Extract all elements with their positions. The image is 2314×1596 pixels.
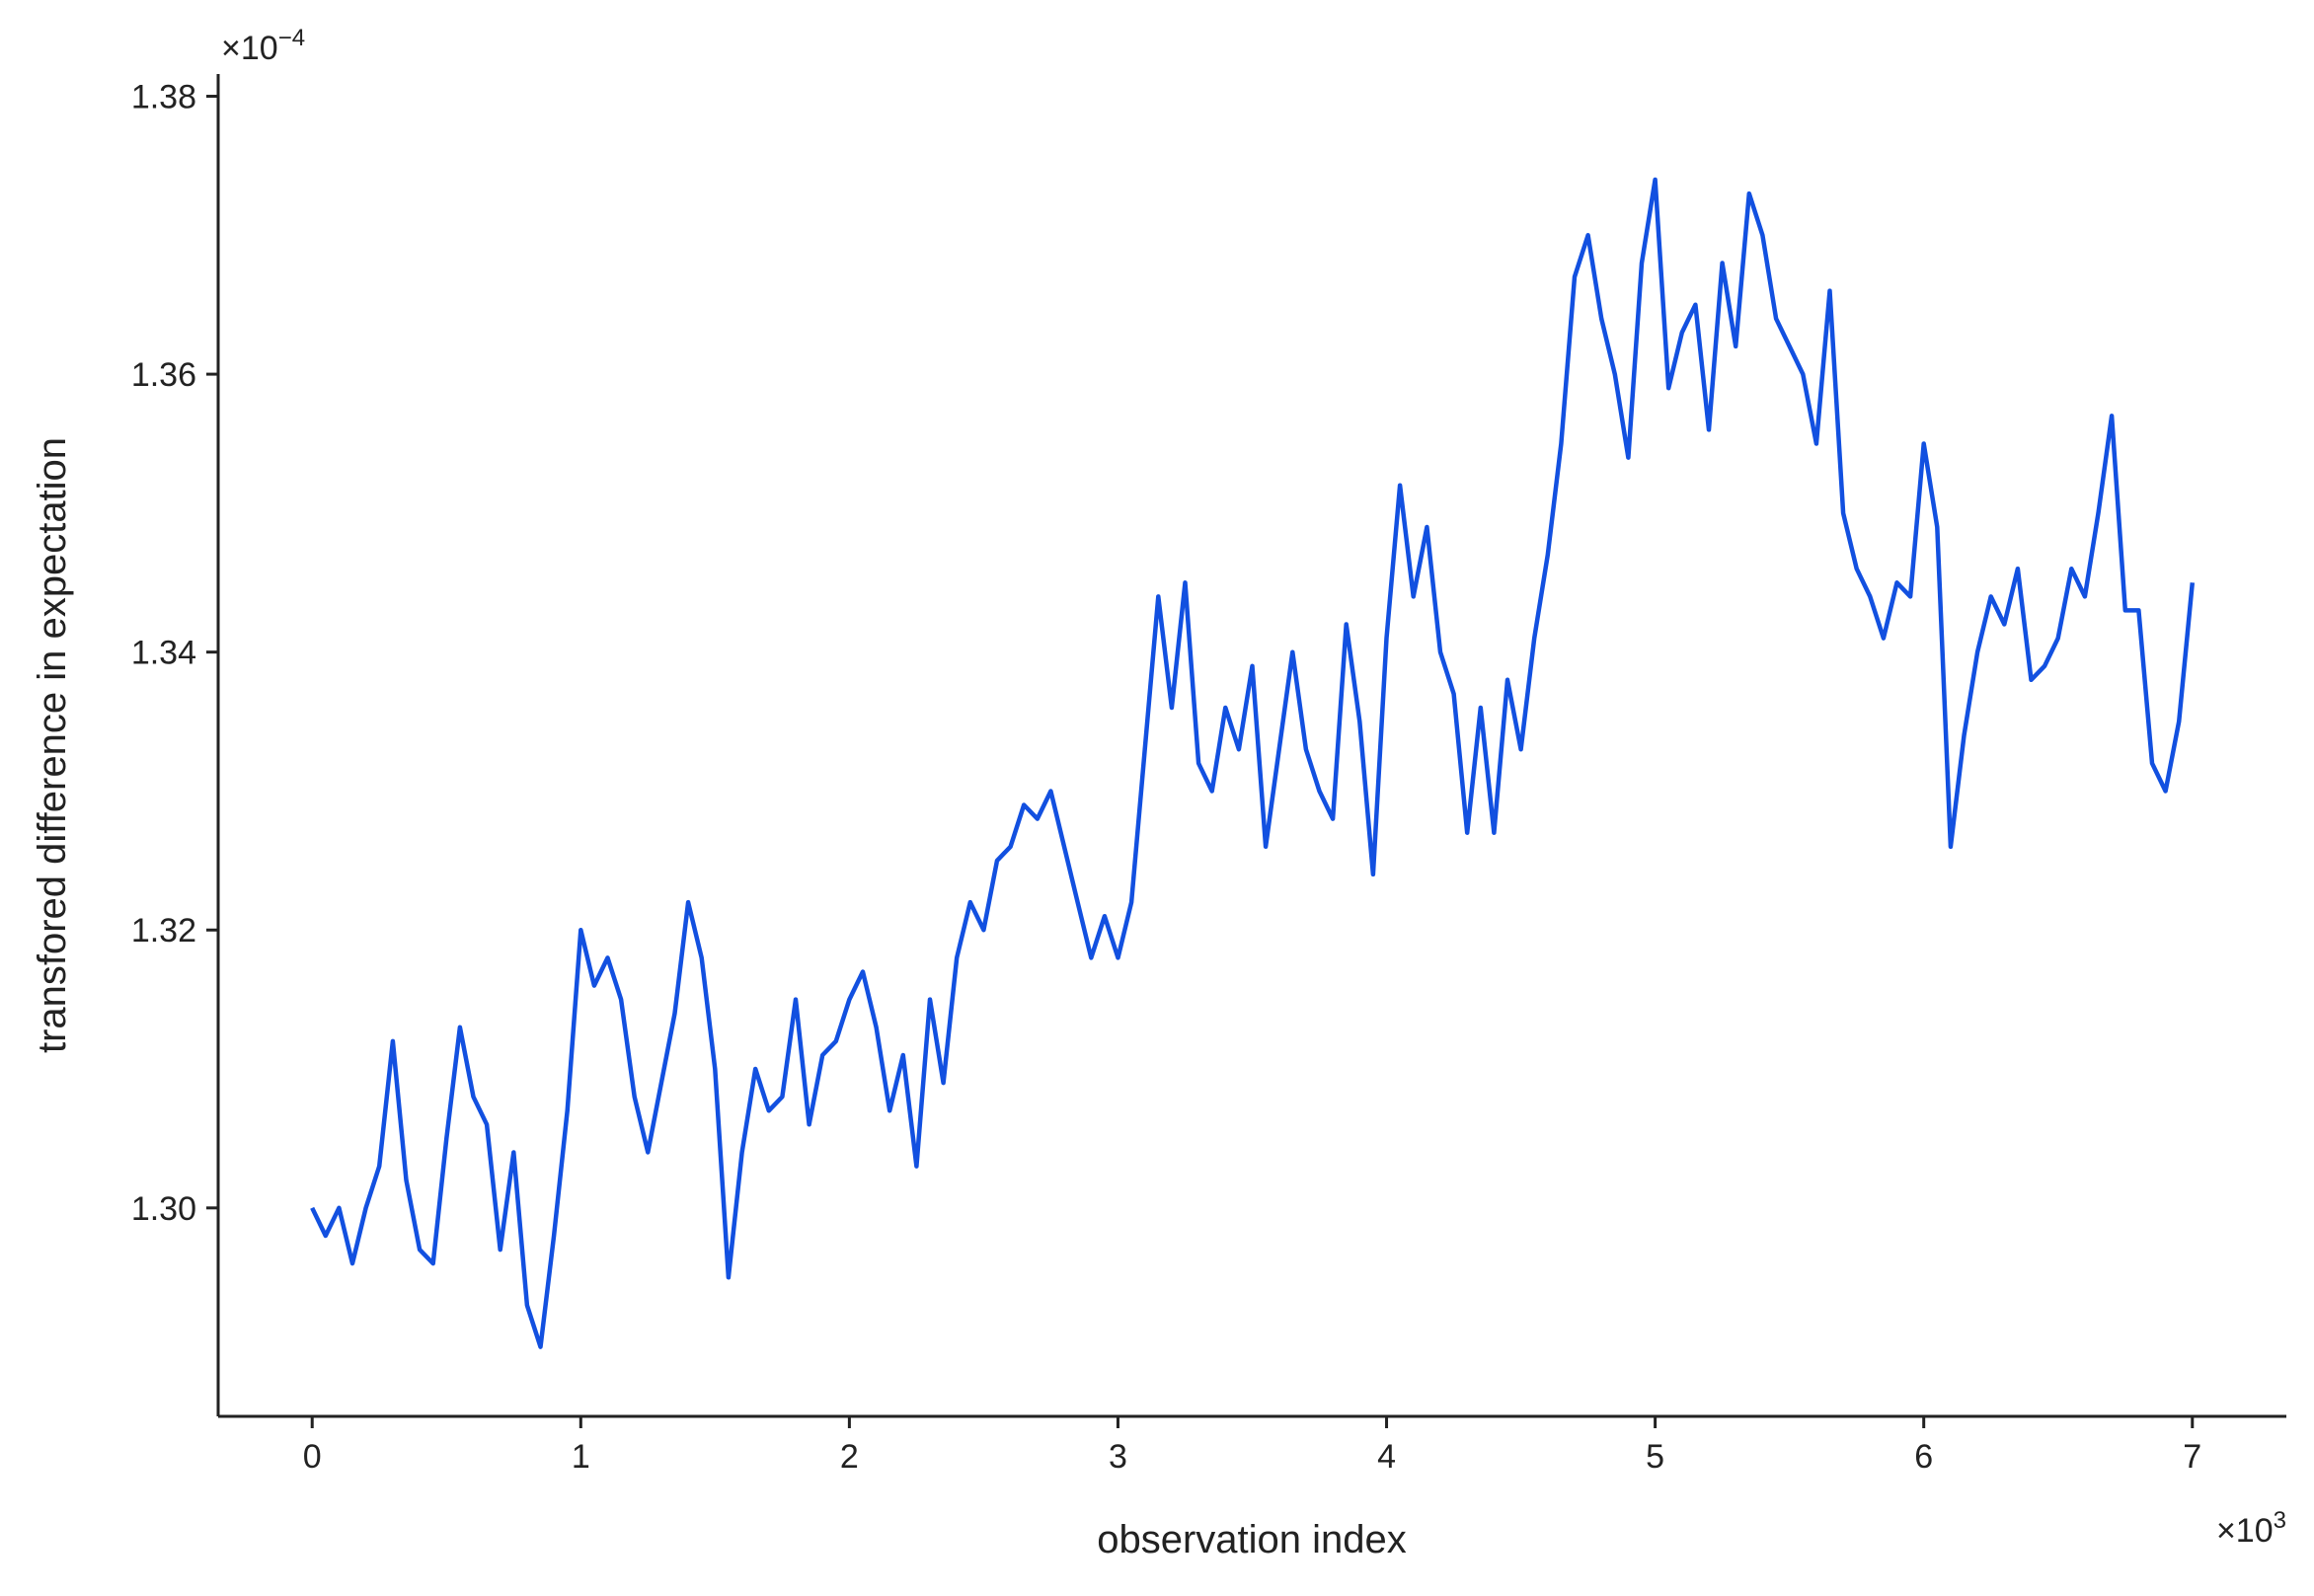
x-axis-label: observation index [1097,1518,1407,1561]
x-offset-text: ×103 [2216,1507,2286,1550]
y-offset-text: ×10−4 [221,25,305,67]
x-tick-label: 0 [303,1438,322,1476]
y-offset-base: ×10 [221,30,278,67]
x-offset-exponent: 3 [2274,1507,2286,1534]
x-tick-label: 6 [1914,1438,1933,1476]
x-offset-base: ×10 [2216,1512,2274,1550]
x-tick-label: 2 [840,1438,859,1476]
y-tick-label: 1.30 [131,1190,196,1228]
data-line [310,177,2196,1349]
x-tick-label: 4 [1377,1438,1396,1476]
y-axis-label: transfored difference in expectation [31,437,74,1053]
x-tick-label: 3 [1109,1438,1127,1476]
y-tick-label: 1.38 [131,79,196,116]
y-tick-label: 1.34 [131,635,196,672]
y-offset-exponent: −4 [278,25,305,51]
y-tick-label: 1.32 [131,912,196,950]
x-tick-label: 1 [572,1438,590,1476]
x-tick-label: 5 [1646,1438,1664,1476]
x-tick-label: 7 [2183,1438,2201,1476]
y-tick-label: 1.36 [131,356,196,394]
